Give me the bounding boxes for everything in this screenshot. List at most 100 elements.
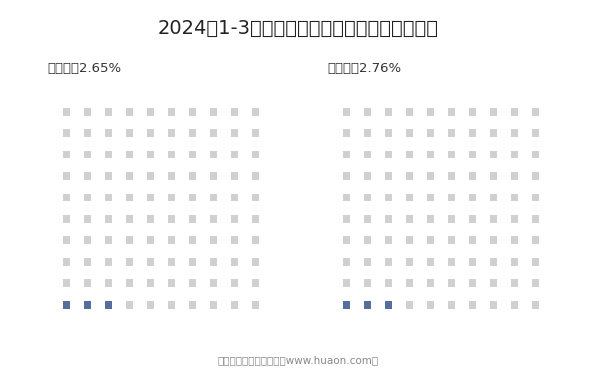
- Bar: [532, 129, 539, 137]
- Bar: [252, 172, 259, 180]
- Bar: [63, 172, 70, 180]
- Bar: [83, 194, 91, 201]
- Bar: [511, 172, 519, 180]
- Bar: [188, 279, 196, 287]
- Bar: [83, 301, 91, 309]
- Bar: [532, 215, 539, 223]
- Bar: [167, 236, 175, 244]
- Bar: [188, 108, 196, 116]
- Bar: [252, 236, 259, 244]
- Bar: [427, 215, 434, 223]
- Bar: [468, 151, 476, 158]
- Bar: [63, 301, 70, 309]
- Bar: [511, 194, 519, 201]
- Bar: [63, 258, 70, 266]
- Bar: [167, 194, 175, 201]
- Bar: [231, 151, 238, 158]
- Bar: [427, 301, 434, 309]
- Bar: [252, 129, 259, 137]
- Bar: [147, 194, 154, 201]
- Bar: [427, 129, 434, 137]
- Bar: [105, 236, 112, 244]
- Bar: [231, 108, 238, 116]
- Bar: [427, 194, 434, 201]
- Bar: [511, 279, 519, 287]
- Bar: [490, 151, 497, 158]
- Bar: [210, 215, 217, 223]
- Bar: [252, 194, 259, 201]
- Bar: [167, 279, 175, 287]
- Bar: [252, 301, 259, 309]
- Bar: [105, 194, 112, 201]
- Bar: [490, 172, 497, 180]
- Bar: [231, 194, 238, 201]
- Bar: [188, 172, 196, 180]
- Bar: [511, 129, 519, 137]
- Bar: [448, 215, 455, 223]
- Bar: [147, 258, 154, 266]
- Bar: [406, 172, 414, 180]
- Bar: [83, 215, 91, 223]
- Bar: [364, 279, 371, 287]
- Bar: [427, 258, 434, 266]
- Bar: [83, 258, 91, 266]
- Bar: [63, 129, 70, 137]
- Bar: [406, 258, 414, 266]
- Bar: [147, 151, 154, 158]
- Bar: [252, 258, 259, 266]
- Bar: [147, 301, 154, 309]
- Bar: [126, 258, 134, 266]
- Bar: [343, 151, 350, 158]
- Bar: [83, 108, 91, 116]
- Bar: [343, 258, 350, 266]
- Bar: [343, 215, 350, 223]
- Bar: [63, 215, 70, 223]
- Bar: [385, 236, 392, 244]
- Text: 2024年1-3月重庆福彩及体彩销售额占全国比重: 2024年1-3月重庆福彩及体彩销售额占全国比重: [157, 19, 439, 38]
- Bar: [105, 108, 112, 116]
- Bar: [448, 301, 455, 309]
- Bar: [126, 151, 134, 158]
- Bar: [343, 236, 350, 244]
- Bar: [406, 108, 414, 116]
- Bar: [490, 301, 497, 309]
- Bar: [448, 129, 455, 137]
- Bar: [63, 279, 70, 287]
- Bar: [343, 194, 350, 201]
- Bar: [126, 301, 134, 309]
- Bar: [468, 215, 476, 223]
- Bar: [385, 301, 392, 309]
- Bar: [188, 194, 196, 201]
- Bar: [511, 236, 519, 244]
- Bar: [252, 108, 259, 116]
- Bar: [364, 194, 371, 201]
- Bar: [385, 108, 392, 116]
- Bar: [210, 236, 217, 244]
- Bar: [448, 172, 455, 180]
- Bar: [210, 129, 217, 137]
- Bar: [147, 236, 154, 244]
- Bar: [448, 279, 455, 287]
- Bar: [147, 215, 154, 223]
- Bar: [126, 215, 134, 223]
- Bar: [427, 108, 434, 116]
- Bar: [448, 194, 455, 201]
- Bar: [385, 172, 392, 180]
- Bar: [364, 108, 371, 116]
- Bar: [83, 236, 91, 244]
- Bar: [490, 215, 497, 223]
- Bar: [167, 151, 175, 158]
- Bar: [63, 151, 70, 158]
- Bar: [490, 194, 497, 201]
- Bar: [532, 151, 539, 158]
- Bar: [147, 172, 154, 180]
- Bar: [427, 172, 434, 180]
- Bar: [126, 236, 134, 244]
- Text: 制图：华经产业研究院（www.huaon.com）: 制图：华经产业研究院（www.huaon.com）: [218, 356, 378, 366]
- Bar: [83, 279, 91, 287]
- Bar: [490, 129, 497, 137]
- Bar: [532, 258, 539, 266]
- Bar: [231, 172, 238, 180]
- Bar: [126, 279, 134, 287]
- Bar: [427, 279, 434, 287]
